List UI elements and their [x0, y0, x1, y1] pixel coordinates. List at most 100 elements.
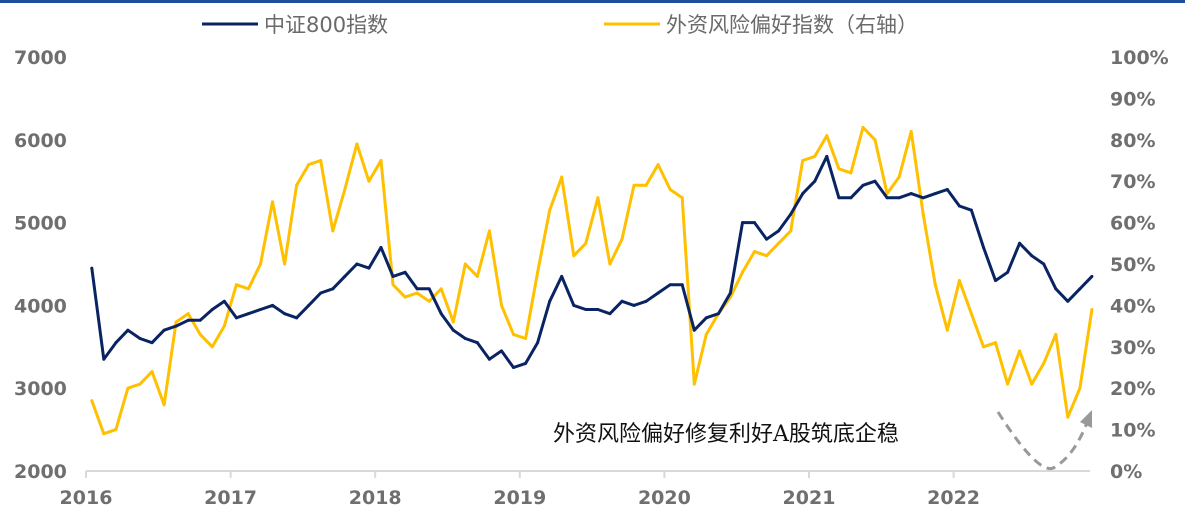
risk-appetite-point [813, 154, 817, 158]
csi800-point [355, 262, 359, 266]
csi800-point [1054, 287, 1058, 291]
x-tick-label: 2017 [204, 487, 257, 509]
csi800-point [234, 316, 238, 320]
risk-appetite-point [403, 295, 407, 299]
csi800-point [319, 291, 323, 295]
risk-appetite-point [126, 386, 130, 390]
csi800-point [536, 341, 540, 345]
risk-appetite-point [102, 432, 106, 436]
risk-appetite-point [632, 183, 636, 187]
csi800-point [283, 312, 287, 316]
csi800-point [499, 349, 503, 353]
csi800-point [102, 357, 106, 361]
csi800-point [295, 316, 299, 320]
csi800-point [789, 212, 793, 216]
csi800-point [427, 287, 431, 291]
risk-appetite-point [1066, 415, 1070, 419]
legend-label-risk-appetite: 外资风险偏好指数（右轴） [666, 13, 918, 37]
csi800-line [90, 154, 1093, 369]
risk-appetite-point [801, 159, 805, 162]
risk-appetite-point [909, 130, 913, 134]
risk-appetite-point [981, 345, 985, 349]
csi800-point [692, 328, 696, 332]
risk-appetite-point [90, 399, 94, 403]
csi800-point [620, 299, 624, 303]
csi800-point [524, 361, 528, 365]
risk-appetite-point [367, 179, 371, 183]
y-right-tick-label: 10% [1110, 420, 1155, 442]
risk-appetite-point [258, 262, 262, 266]
top-border [0, 0, 1185, 3]
csi800-point [331, 287, 335, 291]
y-right-tick-label: 20% [1110, 378, 1155, 400]
dashed-curve [996, 411, 1090, 470]
y-left-tick-label: 5000 [14, 213, 67, 235]
risk-appetite-point [186, 312, 190, 316]
csi800-point [403, 270, 407, 274]
risk-appetite-point [849, 171, 853, 175]
y-right-tick-label: 50% [1110, 254, 1155, 276]
x-tick-label: 2016 [60, 487, 113, 509]
csi800-point [632, 303, 636, 307]
risk-appetite-point [307, 163, 311, 167]
risk-appetite-point [873, 138, 877, 142]
csi800-point [126, 328, 130, 332]
csi800-point [114, 341, 118, 345]
x-tick-label: 2019 [493, 487, 546, 509]
csi800-point [367, 266, 371, 270]
x-tick-label: 2022 [927, 487, 980, 509]
csi800-point [596, 308, 600, 312]
csi800-point [668, 283, 672, 287]
y-right-tick-label: 70% [1110, 171, 1155, 193]
risk-appetite-point [656, 163, 660, 167]
risk-appetite-point [933, 283, 937, 287]
risk-appetite-point [234, 283, 238, 287]
risk-appetite-point [837, 167, 841, 171]
risk-appetite-point [475, 274, 479, 278]
csi800-point [873, 179, 877, 183]
risk-appetite-point [222, 324, 226, 328]
risk-appetite-point [355, 142, 359, 146]
csi800-point [1066, 299, 1070, 303]
csi800-point [307, 303, 311, 307]
risk-appetite-point [945, 328, 949, 332]
risk-appetite-point [391, 283, 395, 287]
y-left-tick-label: 7000 [14, 47, 67, 69]
risk-appetite-point [969, 312, 973, 316]
risk-appetite-point [668, 187, 672, 191]
arrow-head-icon [1080, 410, 1092, 428]
csi800-point [548, 299, 552, 303]
csi800-point [1006, 270, 1010, 274]
csi800-point [704, 316, 708, 320]
csi800-point [933, 192, 937, 196]
csi800-point [186, 318, 190, 322]
risk-appetite-point [271, 200, 275, 204]
csi800-point [1030, 254, 1034, 258]
risk-appetite-point [680, 196, 684, 200]
y-right-tick-label: 80% [1110, 130, 1155, 152]
risk-appetite-point [283, 262, 287, 266]
y-left-tick-label: 3000 [14, 378, 67, 400]
risk-appetite-point [210, 345, 214, 349]
csi800-point [162, 328, 166, 332]
risk-appetite-point [1030, 382, 1034, 386]
csi800-point [138, 337, 142, 341]
csi800-point [512, 366, 516, 369]
risk-appetite-point [162, 403, 166, 407]
risk-appetite-point [1018, 349, 1022, 353]
csi800-point [969, 208, 973, 212]
risk-appetite-point [560, 175, 564, 179]
csi800-point [680, 283, 684, 287]
csi800-point [765, 237, 769, 241]
risk-appetite-point [319, 159, 323, 162]
risk-appetite-point [536, 270, 540, 274]
risk-appetite-point [608, 262, 612, 266]
risk-appetite-point [1090, 308, 1094, 312]
risk-appetite-point [777, 241, 781, 245]
y-right-tick-label: 30% [1110, 337, 1155, 359]
y-right-tick-label: 100% [1110, 47, 1169, 69]
csi800-point [994, 279, 998, 283]
legend: 中证800指数 外资风险偏好指数（右轴） [202, 13, 918, 37]
risk-appetite-point [463, 262, 467, 266]
